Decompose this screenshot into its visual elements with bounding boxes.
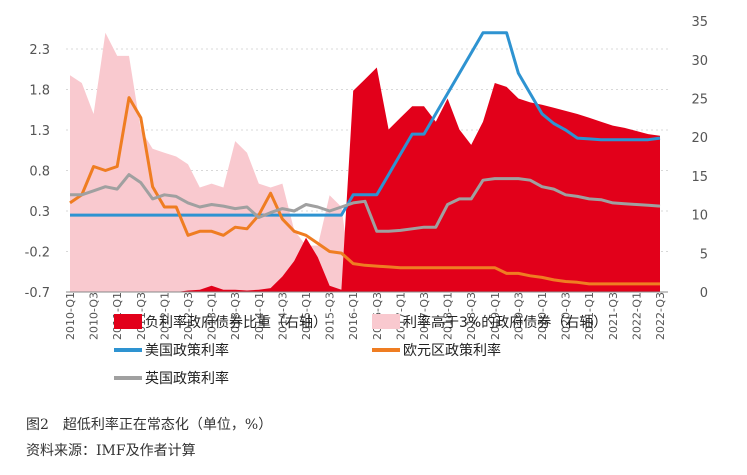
right-tick-label: 0 (700, 286, 708, 301)
legend-label: 英国政策利率 (145, 370, 229, 387)
x-tick-label: 2012-Q3 (182, 292, 195, 340)
left-tick-label: 1.3 (29, 124, 50, 139)
x-tick-label: 2019-Q3 (512, 292, 525, 340)
figure-caption: 图2 超低利率正在常态化（单位，%） (26, 417, 273, 433)
right-tick-label: 35 (691, 15, 708, 30)
x-tick-label: 2014-Q3 (276, 292, 289, 340)
x-tick-label: 2017-Q3 (418, 292, 431, 340)
x-tick-label: 2010-Q3 (88, 292, 101, 340)
right-tick-label: 15 (691, 170, 708, 185)
x-tick-label: 2019-Q1 (489, 292, 502, 340)
right-tick-label: 20 (691, 131, 708, 146)
x-tick-label: 2012-Q1 (158, 292, 171, 340)
right-axis: 0 5 10 15 20 25 30 35 (691, 15, 708, 301)
x-tick-label: 2016-Q1 (347, 292, 360, 340)
left-tick-label: 0.3 (29, 205, 50, 220)
legend-label: 欧元区政策利率 (403, 342, 501, 359)
right-tick-label: 10 (691, 209, 708, 224)
x-tick-label: 2022-Q3 (654, 292, 667, 340)
x-tick-label: 2014-Q1 (253, 292, 266, 340)
left-axis: -0.7 -0.2 0.3 0.8 1.3 1.8 2.3 (25, 43, 50, 301)
line-series-3 (69, 96, 660, 286)
left-tick-label: 1.8 (29, 84, 50, 99)
right-tick-label: 30 (691, 54, 708, 69)
legend: 负利率政府债券比重（右轴） 利率高于3%的政府债券（右轴） 美国政策利率 欧元区政策利… (114, 314, 607, 387)
right-tick-label: 5 (700, 247, 708, 262)
x-tick-label: 2013-Q1 (206, 292, 219, 340)
line-series-2 (70, 31, 661, 217)
area-series (70, 32, 660, 292)
x-tick-label: 2015-Q1 (300, 292, 313, 340)
area-series-1 (70, 32, 660, 292)
area-series-0 (70, 67, 660, 292)
line-series-4 (70, 173, 661, 233)
x-tick-label: 2018-Q1 (442, 292, 455, 340)
x-tick-label: 2020-Q1 (536, 292, 549, 340)
left-tick-label: 2.3 (29, 43, 50, 58)
figure-source: 资料来源：IMF及作者计算 (26, 443, 196, 459)
x-tick-label: 2020-Q3 (560, 292, 573, 340)
legend-label: 利率高于3%的政府债券（右轴） (403, 314, 607, 331)
legend-label: 负利率政府债券比重（右轴） (145, 314, 327, 331)
x-tick-label: 2013-Q3 (229, 292, 242, 340)
x-tick-label: 2021-Q3 (607, 292, 620, 340)
x-tick-label: 2015-Q3 (324, 292, 337, 340)
legend-swatch (372, 314, 400, 329)
x-tick-label: 2018-Q3 (465, 292, 478, 340)
line-series (69, 31, 661, 286)
left-tick-label: 0.8 (29, 165, 50, 180)
legend-swatch (114, 314, 142, 329)
right-tick-label: 25 (691, 93, 708, 108)
left-tick-label: -0.7 (25, 286, 50, 301)
x-tick-label: 2010-Q1 (64, 292, 77, 340)
left-tick-label: -0.2 (25, 246, 50, 261)
x-tick-label: 2022-Q1 (630, 292, 643, 340)
x-axis: 2010-Q12010-Q32011-Q12011-Q32012-Q12012-… (64, 291, 668, 340)
legend-label: 美国政策利率 (145, 342, 229, 359)
x-tick-label: 2021-Q1 (583, 292, 596, 340)
